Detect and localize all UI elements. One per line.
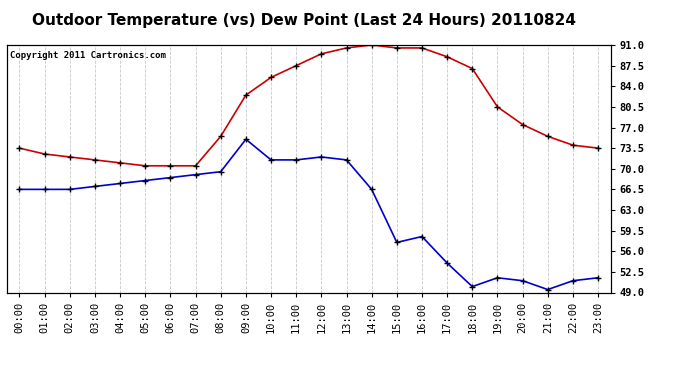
- Text: Copyright 2011 Cartronics.com: Copyright 2011 Cartronics.com: [10, 51, 166, 60]
- Text: Outdoor Temperature (vs) Dew Point (Last 24 Hours) 20110824: Outdoor Temperature (vs) Dew Point (Last…: [32, 13, 575, 28]
